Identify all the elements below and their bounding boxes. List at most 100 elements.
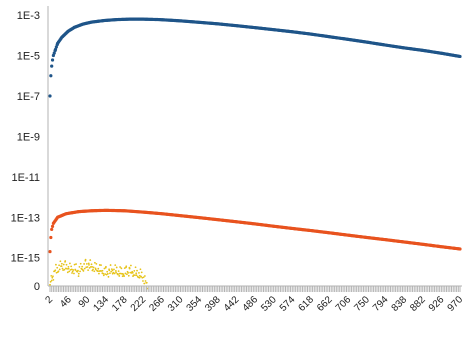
data-point	[57, 270, 60, 273]
data-point	[74, 269, 77, 271]
x-tick-label: 442	[222, 294, 242, 314]
y-tick-labels: 1E-3 1E-5 1E-7 1E-9 1E-11 1E-13 1E-15 0	[11, 10, 40, 293]
data-point	[142, 276, 145, 279]
y-tick-label: 1E-3	[17, 10, 40, 22]
y-tick-label: 1E-9	[17, 131, 40, 143]
x-tick-label: 178	[110, 294, 130, 314]
data-point	[72, 269, 75, 271]
data-point	[140, 271, 143, 274]
x-tick-labels: 2 46 90 134 178 222 266 310 354 398 442 486 530 574 61…	[43, 294, 465, 314]
data-point	[63, 268, 66, 271]
y-tick-label: 0	[34, 281, 40, 293]
data-point	[125, 273, 128, 276]
data-point	[125, 265, 128, 268]
data-point	[87, 262, 90, 265]
data-point	[60, 265, 63, 268]
x-tick-label: 838	[390, 294, 410, 314]
data-point	[58, 268, 61, 271]
data-point	[139, 268, 142, 271]
data-point	[93, 270, 96, 273]
data-point	[61, 267, 64, 270]
data-point	[49, 280, 52, 283]
x-tick-label: 926	[427, 294, 447, 314]
data-point	[108, 269, 111, 272]
data-point	[89, 266, 92, 268]
data-point	[85, 263, 88, 265]
x-tick-label: 970	[446, 294, 466, 314]
data-point	[138, 271, 140, 274]
data-point	[104, 273, 106, 275]
y-tick-label: 1E-15	[11, 253, 40, 265]
data-point	[53, 47, 58, 52]
series-1	[48, 17, 462, 98]
x-tick-label: 90	[77, 294, 93, 310]
data-point	[49, 235, 53, 240]
data-point	[113, 272, 116, 275]
data-point	[92, 266, 95, 269]
x-tick-label: 354	[185, 294, 205, 314]
data-point	[88, 263, 90, 266]
data-point	[79, 262, 82, 265]
data-point	[124, 272, 127, 275]
data-point	[134, 266, 137, 269]
data-point	[94, 268, 97, 271]
data-point	[67, 265, 70, 268]
y-tick-label: 1E-13	[11, 212, 40, 224]
data-point	[62, 263, 65, 266]
data-point	[114, 270, 117, 272]
data-point	[117, 273, 119, 276]
data-point	[106, 270, 109, 273]
data-point	[64, 260, 67, 262]
data-point	[109, 272, 111, 275]
data-point	[54, 269, 57, 272]
data-point	[99, 270, 102, 272]
x-minor-ticks	[49, 286, 461, 292]
data-point	[51, 53, 55, 58]
x-tick-label: 618	[296, 294, 316, 314]
data-point	[135, 272, 138, 275]
data-point	[69, 262, 71, 265]
x-tick-label: 46	[58, 294, 74, 310]
data-point	[145, 281, 148, 284]
y-tick-label: 1E-11	[11, 172, 40, 184]
x-tick-label: 222	[129, 294, 149, 314]
data-point	[66, 271, 69, 274]
data-point	[48, 250, 52, 254]
data-point	[92, 268, 94, 271]
data-point	[52, 51, 56, 55]
data-point	[138, 274, 141, 277]
y-tick-label: 1E-5	[17, 51, 40, 63]
data-point	[97, 267, 100, 270]
data-point	[87, 269, 90, 272]
data-point	[50, 279, 53, 282]
data-point	[77, 269, 79, 272]
data-point	[128, 267, 131, 270]
x-tick-label: 706	[334, 294, 354, 314]
data-point	[107, 275, 110, 278]
data-point	[73, 263, 76, 266]
x-tick-label: 486	[241, 294, 261, 314]
data-point	[132, 274, 135, 277]
data-point	[90, 263, 93, 266]
data-point	[65, 263, 68, 266]
data-point	[52, 275, 54, 278]
data-point	[59, 260, 62, 263]
data-point	[129, 264, 132, 267]
data-point	[143, 275, 146, 277]
data-point	[127, 271, 130, 274]
data-point	[143, 282, 146, 285]
data-point	[119, 266, 121, 268]
data-point	[51, 276, 54, 279]
x-tick-label: 530	[259, 294, 279, 314]
data-point	[109, 264, 112, 266]
data-point	[98, 272, 100, 275]
data-point	[58, 264, 61, 267]
x-tick-label: 882	[408, 294, 428, 314]
data-point	[142, 280, 144, 282]
data-point	[52, 278, 55, 281]
data-point	[123, 275, 126, 277]
data-point	[110, 270, 113, 273]
data-point	[458, 247, 462, 251]
data-point	[105, 265, 107, 268]
